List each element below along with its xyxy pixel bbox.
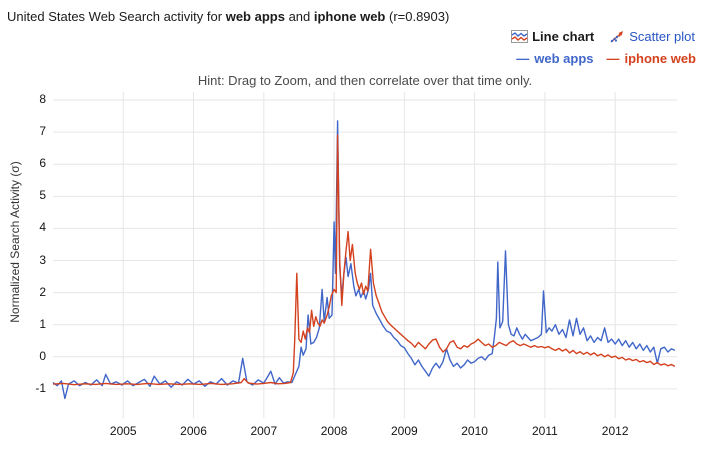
y-tick-label: 2	[39, 284, 46, 299]
legend-dash-iphone-web: —	[606, 51, 620, 66]
line-chart-button[interactable]: Line chart	[511, 29, 594, 44]
x-tick-label: 2008	[320, 424, 348, 438]
title-mid: and	[284, 9, 314, 24]
y-tick-label: 6	[39, 156, 46, 171]
x-tick-label: 2011	[531, 424, 558, 438]
title-term-1: web apps	[225, 9, 285, 24]
x-tick-label: 2009	[390, 424, 418, 438]
line-chart-label: Line chart	[532, 29, 595, 44]
x-tick-label: 2012	[601, 424, 629, 438]
page-title: United States Web Search activity for we…	[7, 9, 449, 24]
line-chart-icon	[511, 30, 529, 43]
scatter-plot-label: Scatter plot	[629, 29, 695, 44]
title-prefix: United States Web Search activity for	[7, 9, 226, 24]
x-tick-label: 2010	[461, 424, 488, 438]
title-suffix: (r=0.8903)	[385, 9, 450, 24]
legend-label-web-apps: web apps	[534, 51, 594, 66]
legend-item-iphone-web: — iphone web	[607, 51, 697, 66]
y-tick-label: 4	[39, 220, 46, 235]
y-tick-label: 3	[39, 252, 46, 267]
y-tick-label: 1	[39, 316, 46, 331]
y-tick-label: 7	[39, 124, 46, 139]
drag-to-zoom-hint: Hint: Drag to Zoom, and then correlate o…	[197, 73, 533, 88]
x-tick-label: 2005	[109, 424, 137, 438]
x-tick-label: 2007	[250, 424, 278, 438]
y-tick-label: 5	[39, 188, 46, 203]
y-tick-label: 8	[39, 92, 46, 107]
title-term-2: iphone web	[313, 9, 386, 24]
series-line-iphone-web	[52, 134, 676, 386]
legend-item-web-apps: — web apps	[516, 51, 593, 66]
scatter-plot-link[interactable]: Scatter plot	[609, 29, 695, 44]
chart-legend: — web apps — iphone web	[516, 51, 696, 66]
legend-label-iphone-web: iphone web	[624, 51, 697, 66]
chart-type-controls: Line chart Scatter plot	[511, 29, 695, 44]
y-tick-label: -1	[35, 380, 46, 395]
x-tick-label: 2006	[180, 424, 207, 438]
y-tick-label: 0	[39, 348, 46, 363]
scatter-plot-icon	[609, 30, 625, 44]
legend-dash-web-apps: —	[516, 51, 530, 66]
